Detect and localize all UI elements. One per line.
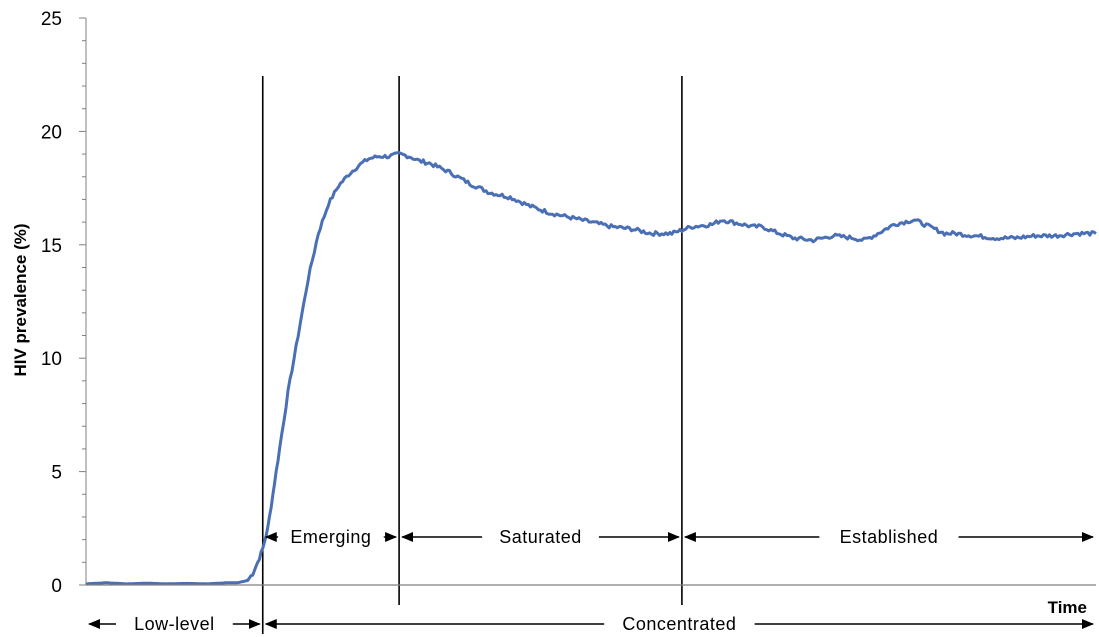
y-axis-title: HIV prevalence (%) xyxy=(11,223,30,376)
y-tick-label: 25 xyxy=(41,9,62,30)
phase-label: Emerging xyxy=(290,527,371,547)
y-axis: 0 5 10 15 20 25 xyxy=(41,9,87,597)
phase-label: Low-level xyxy=(134,614,215,634)
series-line-0 xyxy=(85,151,1097,586)
y-tick-label: 15 xyxy=(41,236,62,257)
y-tick-label: 0 xyxy=(51,576,62,597)
x-axis-title: Time xyxy=(1048,598,1087,617)
phase-dividers xyxy=(261,76,683,634)
series-group xyxy=(85,151,1097,586)
phase-label: Concentrated xyxy=(622,614,736,634)
y-tick-label: 5 xyxy=(51,463,62,484)
phase-annotations: Emerging Saturated Established Low-level Con… xyxy=(88,527,1094,634)
phase-label: Established xyxy=(840,527,939,547)
y-tick-label: 10 xyxy=(41,349,62,370)
phase-label: Saturated xyxy=(499,527,582,547)
y-tick-label: 20 xyxy=(41,122,62,143)
